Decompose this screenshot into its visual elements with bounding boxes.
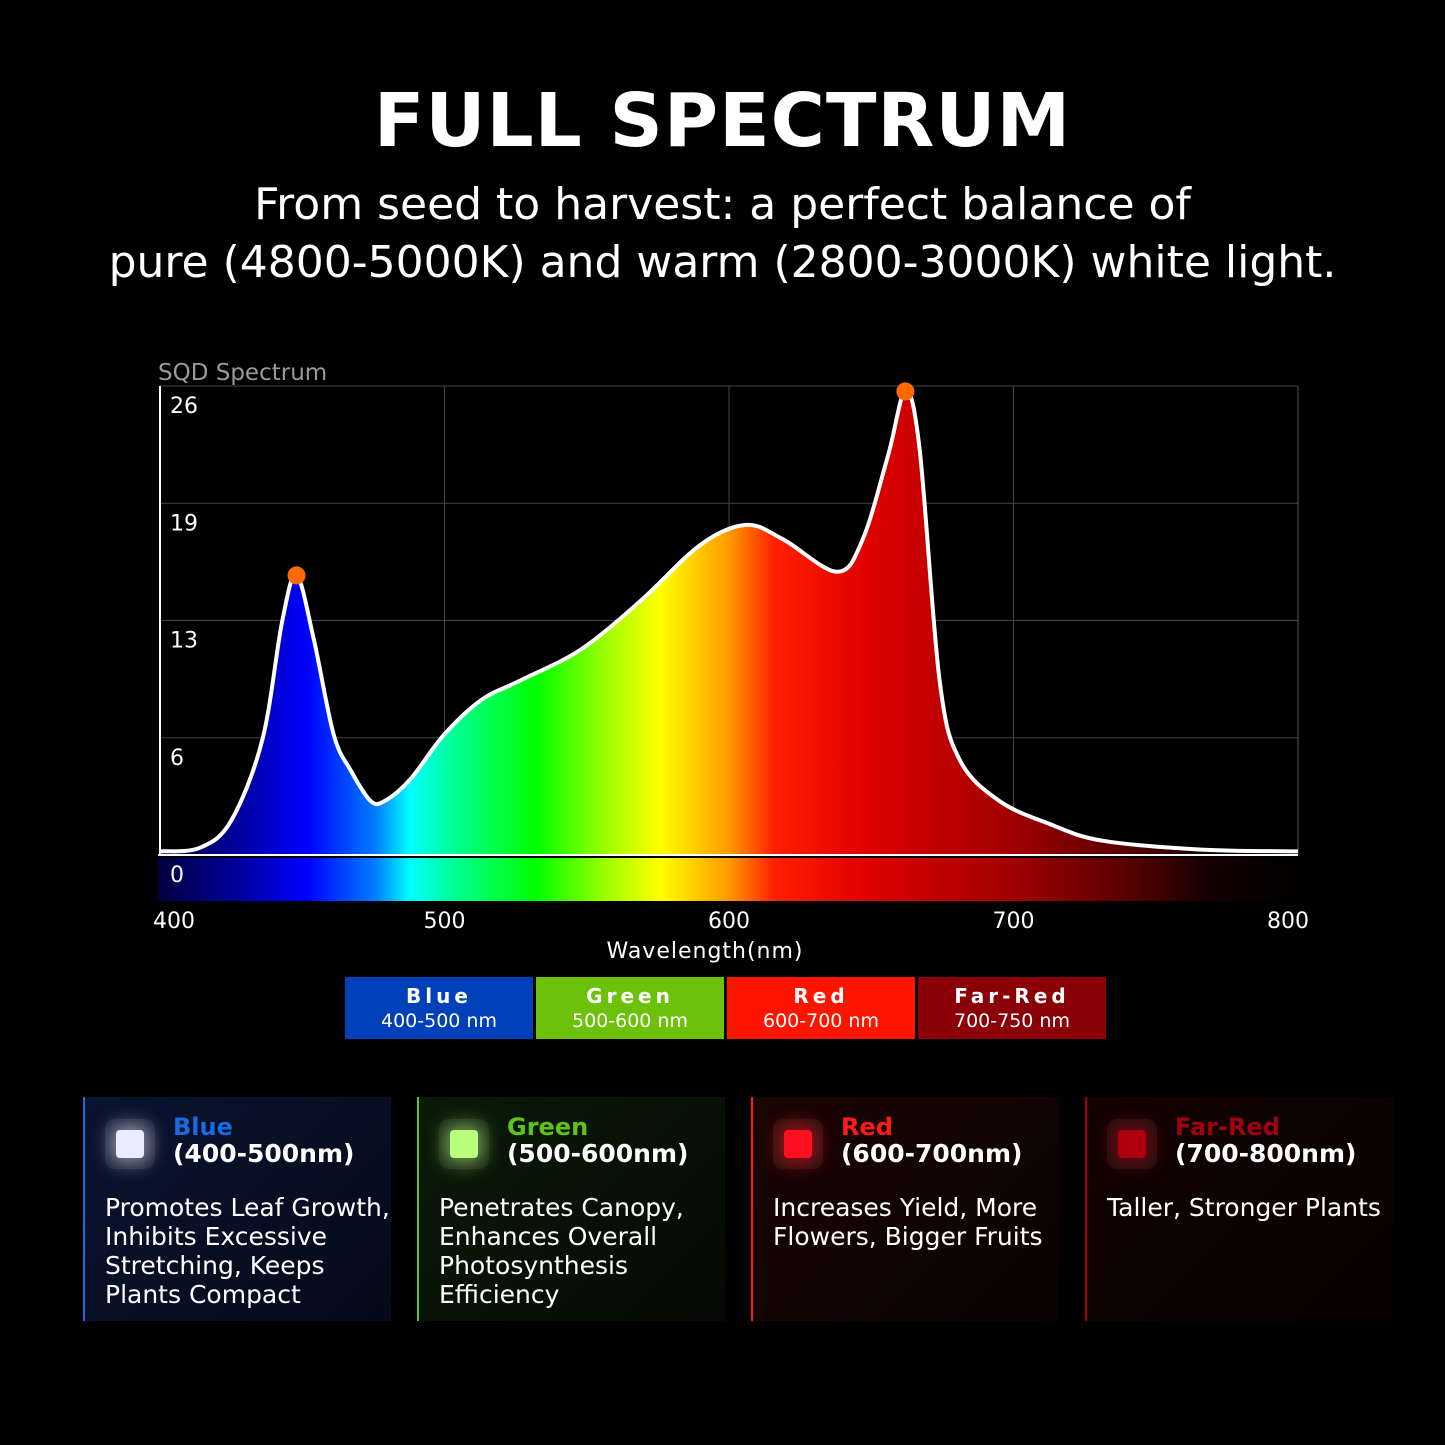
y-tick-label: 19 — [170, 511, 198, 536]
card-far-red: Far-Red (700-800nm) Taller, Stronger Plant… — [1085, 1097, 1393, 1321]
card-range: (400-500nm) — [173, 1139, 355, 1168]
blue-led-icon — [105, 1119, 155, 1169]
x-tick-label: 800 — [1267, 909, 1309, 934]
red-led-icon — [773, 1119, 823, 1169]
y-tick-label: 26 — [170, 394, 198, 419]
spectrum-color-bar — [158, 858, 1298, 901]
x-tick-label: 600 — [708, 909, 750, 934]
subtitle-line-2: pure (4800-5000K) and warm (2800-3000K) … — [108, 237, 1337, 288]
card-range: (500-600nm) — [507, 1139, 689, 1168]
legend-name: Green — [586, 984, 674, 1008]
legend-name: Blue — [406, 984, 472, 1008]
legend-far-red: Far-Red 700-750 nm — [918, 977, 1106, 1039]
subtitle-line-1: From seed to harvest: a perfect balance … — [254, 179, 1191, 230]
page-title: FULL SPECTRUM — [373, 78, 1072, 164]
peak-marker — [287, 566, 306, 585]
legend-name: Red — [793, 984, 849, 1008]
card-green: Green (500-600nm) Penetrates Canopy, Enhan… — [417, 1097, 725, 1321]
card-red: Red (600-700nm) Increases Yield, More Flow… — [751, 1097, 1059, 1321]
green-led-icon — [439, 1119, 489, 1169]
card-description: Taller, Stronger Plants — [1107, 1193, 1381, 1222]
band-legend: Blue 400-500 nm Green 500-600 nm Red 600-70… — [345, 977, 1106, 1039]
x-tick-label: 400 — [153, 909, 195, 934]
spectrum-area — [160, 391, 1298, 855]
legend-blue: Blue 400-500 nm — [345, 977, 533, 1039]
y-tick-label: 0 — [170, 863, 184, 888]
legend-range: 700-750 nm — [954, 1010, 1070, 1032]
card-range: (700-800nm) — [1175, 1139, 1357, 1168]
legend-red: Red 600-700 nm — [727, 977, 915, 1039]
card-name: Green — [507, 1113, 589, 1141]
x-axis-label: Wavelength(nm) — [606, 939, 803, 964]
legend-name: Far-Red — [954, 984, 1070, 1008]
card-range: (600-700nm) — [841, 1139, 1023, 1168]
legend-range: 500-600 nm — [572, 1010, 688, 1032]
card-name: Red — [841, 1113, 893, 1141]
card-name: Far-Red — [1175, 1113, 1280, 1141]
card-blue: Blue (400-500nm) Promotes Leaf Growth, Inh… — [83, 1097, 391, 1321]
spectrum-chart: SQD Spectrum 400 500 600 700 800 0 6 13 19 26 Wav… — [153, 360, 1309, 964]
y-tick-label: 13 — [170, 629, 198, 654]
card-description: Increases Yield, More Flowers, Bigger Fr… — [773, 1193, 1043, 1251]
chart-title: SQD Spectrum — [158, 360, 327, 386]
y-tick-label: 6 — [170, 746, 184, 771]
card-description: Penetrates Canopy, Enhances Overall Phot… — [439, 1193, 684, 1309]
legend-green: Green 500-600 nm — [536, 977, 724, 1039]
peak-marker — [896, 382, 915, 401]
card-description: Promotes Leaf Growth, Inhibits Excessive… — [105, 1193, 390, 1309]
subtitle: From seed to harvest: a perfect balance … — [0, 176, 1445, 292]
card-name: Blue — [173, 1113, 233, 1141]
legend-range: 600-700 nm — [763, 1010, 879, 1032]
legend-range: 400-500 nm — [381, 1010, 497, 1032]
far-red-led-icon — [1107, 1119, 1157, 1169]
x-tick-label: 500 — [424, 909, 466, 934]
x-tick-label: 700 — [993, 909, 1035, 934]
